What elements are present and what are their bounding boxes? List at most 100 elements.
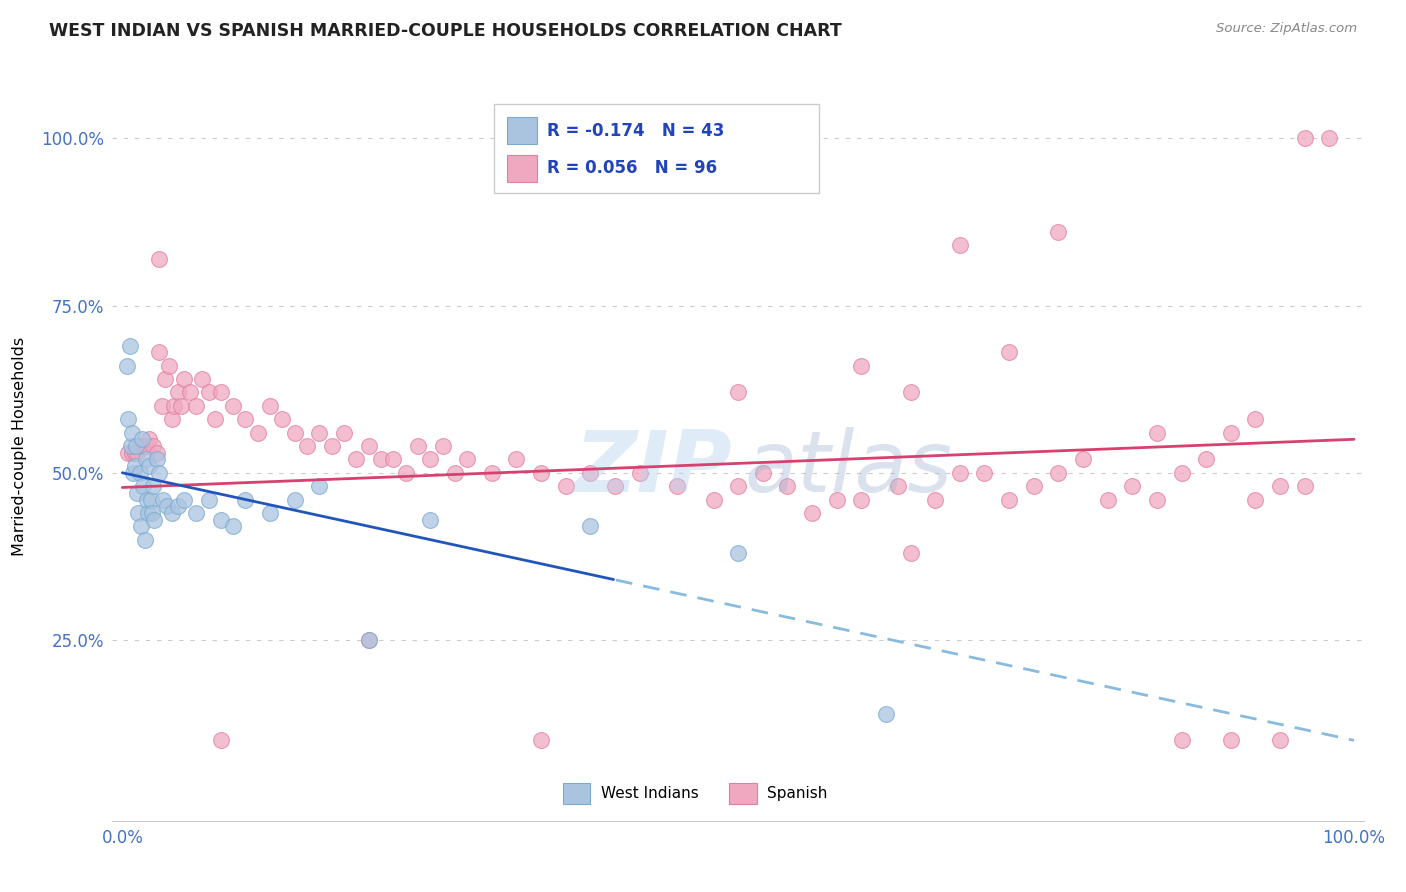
Point	[308, 425, 330, 440]
Point	[530, 466, 553, 480]
Point	[136, 439, 159, 453]
Point	[1047, 225, 1070, 239]
Point	[142, 439, 165, 453]
Point	[124, 459, 146, 474]
Point	[271, 412, 294, 426]
Point	[702, 492, 724, 507]
Point	[143, 513, 166, 527]
Point	[125, 439, 148, 453]
Point	[949, 238, 972, 252]
Point	[419, 452, 441, 467]
FancyBboxPatch shape	[562, 783, 591, 805]
Text: Spanish: Spanish	[766, 786, 827, 801]
Point	[124, 446, 146, 460]
Point	[131, 433, 153, 447]
Point	[142, 479, 165, 493]
Point	[179, 385, 201, 400]
Point	[727, 546, 749, 560]
FancyBboxPatch shape	[506, 154, 537, 181]
Point	[1219, 733, 1241, 747]
Point	[295, 439, 318, 453]
Point	[1195, 452, 1218, 467]
Point	[1294, 131, 1316, 145]
Point	[1022, 479, 1045, 493]
Point	[191, 372, 214, 386]
Point	[209, 733, 232, 747]
Point	[209, 385, 232, 400]
Point	[1317, 131, 1340, 145]
Point	[579, 519, 602, 533]
Point	[117, 412, 139, 426]
Point	[875, 706, 897, 721]
Point	[132, 479, 155, 493]
Point	[665, 479, 688, 493]
Point	[998, 492, 1021, 507]
Point	[321, 439, 343, 453]
Point	[406, 439, 429, 453]
Point	[235, 492, 257, 507]
Point	[166, 385, 188, 400]
Point	[851, 359, 873, 373]
Point	[197, 492, 219, 507]
Point	[146, 452, 169, 467]
Point	[1170, 733, 1192, 747]
Point	[900, 546, 922, 560]
Point	[357, 439, 380, 453]
Point	[1047, 466, 1070, 480]
Point	[127, 486, 149, 500]
FancyBboxPatch shape	[730, 783, 756, 805]
Point	[127, 506, 149, 520]
Point	[134, 533, 156, 547]
Point	[117, 446, 139, 460]
Point	[333, 425, 356, 440]
Point	[481, 466, 503, 480]
Point	[139, 492, 162, 507]
Point	[134, 439, 156, 453]
Point	[222, 399, 245, 413]
Point	[148, 252, 170, 266]
Point	[973, 466, 995, 480]
Point	[284, 425, 307, 440]
Point	[1097, 492, 1119, 507]
Point	[186, 399, 208, 413]
Point	[152, 492, 174, 507]
Point	[825, 492, 848, 507]
Point	[120, 439, 142, 453]
Point	[148, 466, 170, 480]
Point	[900, 385, 922, 400]
Point	[156, 500, 179, 514]
Point	[138, 459, 160, 474]
Point	[166, 500, 188, 514]
Point	[1268, 733, 1291, 747]
Point	[1244, 492, 1267, 507]
Point	[135, 452, 157, 467]
Point	[129, 439, 152, 453]
Point	[186, 506, 208, 520]
Point	[163, 399, 186, 413]
Text: West Indians: West Indians	[600, 786, 699, 801]
Point	[209, 513, 232, 527]
Point	[308, 479, 330, 493]
Point	[727, 479, 749, 493]
Point	[235, 412, 257, 426]
Point	[394, 466, 416, 480]
Text: Source: ZipAtlas.com: Source: ZipAtlas.com	[1216, 22, 1357, 36]
Point	[444, 466, 467, 480]
Point	[924, 492, 946, 507]
Point	[1294, 479, 1316, 493]
Point	[138, 433, 160, 447]
FancyBboxPatch shape	[506, 117, 537, 144]
Point	[727, 385, 749, 400]
Text: ZIP: ZIP	[574, 427, 733, 510]
Point	[505, 452, 527, 467]
Point	[128, 466, 150, 480]
Point	[173, 372, 195, 386]
Point	[949, 466, 972, 480]
Point	[204, 412, 226, 426]
Point	[160, 412, 183, 426]
Point	[1244, 412, 1267, 426]
Point	[284, 492, 307, 507]
Text: R = -0.174   N = 43: R = -0.174 N = 43	[547, 121, 724, 139]
Text: WEST INDIAN VS SPANISH MARRIED-COUPLE HOUSEHOLDS CORRELATION CHART: WEST INDIAN VS SPANISH MARRIED-COUPLE HO…	[49, 22, 842, 40]
Point	[603, 479, 626, 493]
